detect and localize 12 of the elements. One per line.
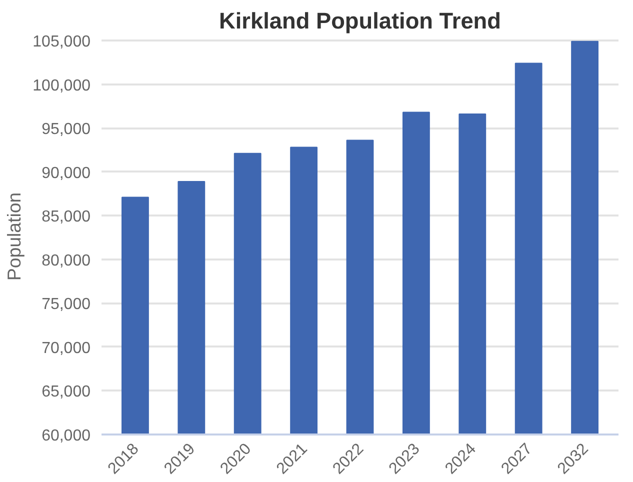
y-tick-label: 80,000 bbox=[42, 252, 91, 270]
y-tick-label: 70,000 bbox=[42, 340, 91, 357]
y-tick-label: 60,000 bbox=[42, 428, 91, 444]
y-axis-title: Population bbox=[4, 192, 25, 281]
y-tick-label: 65,000 bbox=[42, 384, 91, 401]
y-tick-label: 90,000 bbox=[42, 164, 91, 182]
chart-title: Kirkland Population Trend bbox=[219, 8, 501, 34]
y-tick-label: 105,000 bbox=[32, 33, 91, 50]
y-tick-label: 95,000 bbox=[42, 121, 91, 138]
y-tick-label: 100,000 bbox=[32, 77, 91, 94]
y-tick-label: 75,000 bbox=[42, 296, 91, 314]
y-tick-label: 85,000 bbox=[42, 208, 91, 226]
